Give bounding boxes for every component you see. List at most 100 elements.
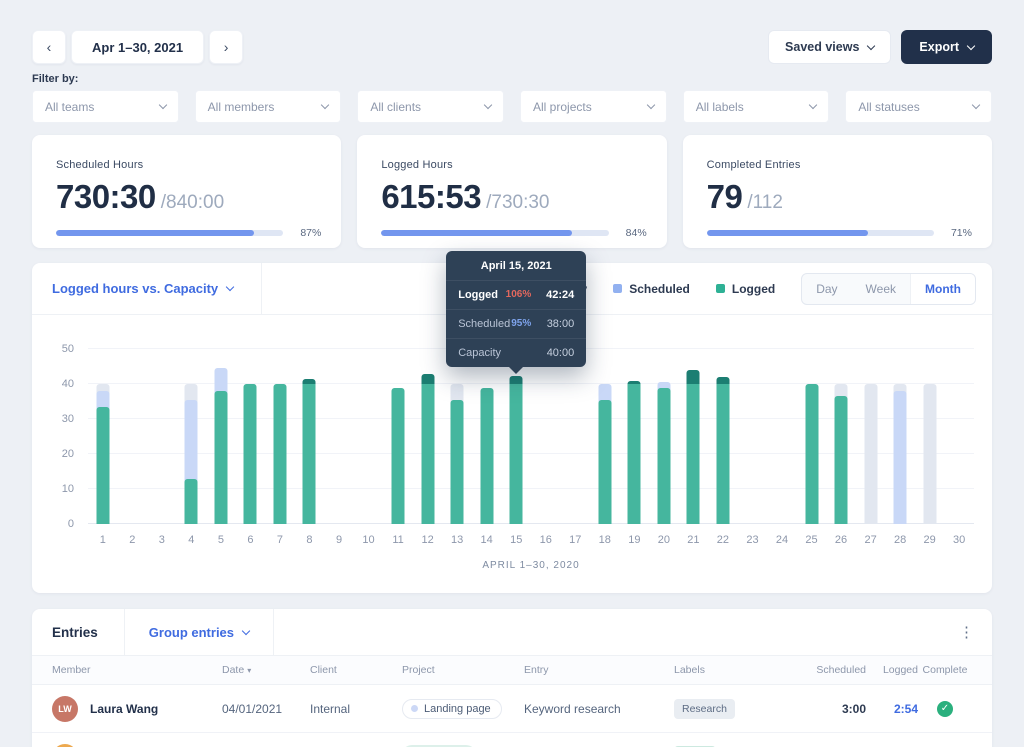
filter-dropdown-value: All projects [533,99,592,114]
toggle-day[interactable]: Day [816,281,838,296]
x-axis-label: 22 [716,534,730,546]
y-axis-label: 40 [61,378,74,390]
bar-day-27[interactable]: 27 [856,349,886,546]
logged-bar [480,387,494,524]
bar-day-16[interactable]: 16 [531,349,561,546]
logged-bar [509,384,523,524]
bar-day-13[interactable]: 13 [442,349,472,546]
prev-period-button[interactable]: ‹ [32,30,66,64]
tooltip-label: Logged [458,288,498,301]
bar-day-2[interactable]: 2 [118,349,148,546]
next-period-button[interactable]: › [209,30,244,64]
bar-day-18[interactable]: 18 [590,349,620,546]
date-range-button[interactable]: Apr 1–30, 2021 [71,30,205,64]
bar-day-8[interactable]: 8 [295,349,325,546]
bar-day-28[interactable]: 28 [885,349,915,546]
legend-swatch-icon [613,284,623,293]
x-axis-label: 14 [480,534,493,546]
x-axis-label: 20 [657,534,670,546]
logged-bar [391,387,405,524]
stats-row: Scheduled Hours 730:30/840:00 87% Logged Ho… [32,135,992,248]
sort-caret-icon: ▾ [247,666,252,675]
bar-day-19[interactable]: 19 [620,349,650,546]
chart-body: 0 10 20 30 40 50 1 2 3 4 5 6 7 8 9 10 11 12 13 14 15 16 17 18 19… [32,250,992,571]
bar-day-26[interactable]: 26 [826,349,856,546]
progress-track [381,230,609,236]
project-cell: Landing page [402,698,524,719]
stat-value-row: 79/112 [707,178,972,216]
progress-track [56,230,284,236]
table-row[interactable]: ✓ [32,733,992,747]
toggle-month[interactable]: Month [910,273,975,304]
bar-day-30[interactable]: 30 [944,349,974,546]
complete-check-icon[interactable]: ✓ [937,700,953,717]
stat-total: /730:30 [486,192,550,213]
x-axis-label: 21 [687,534,700,546]
toggle-week[interactable]: Week [865,281,897,296]
export-button[interactable]: Export [901,30,992,64]
tooltip-row-logged: Logged 106% 42:24 [446,281,587,310]
col-header-date[interactable]: Date ▾ [222,664,252,676]
logged-overtime-bar [716,377,730,384]
bar-day-11[interactable]: 11 [383,349,413,546]
entries-title: Entries [32,609,125,655]
legend-item-scheduled[interactable]: Scheduled [613,282,690,296]
bar-day-1[interactable]: 1 [88,349,118,546]
bar-day-3[interactable]: 3 [147,349,177,546]
bar-day-12[interactable]: 12 [413,349,443,546]
filter-dropdown-all-statuses[interactable]: All statuses [845,90,993,123]
gridline [88,418,974,419]
y-axis-label: 20 [61,448,74,460]
logged-bar [834,396,848,524]
chart-card: Logged hours vs. Capacity Capacity Schedu… [32,250,992,593]
filter-dropdown-all-teams[interactable]: All teams [32,90,179,123]
logged-cell: 2:54 [866,702,918,716]
filter-dropdown-all-projects[interactable]: All projects [520,90,667,123]
bar-day-10[interactable]: 10 [354,349,384,546]
scheduled-cell: 3:00 [841,701,866,716]
logged-value[interactable]: 2:54 [893,701,918,716]
gridline [88,488,974,489]
bar-day-25[interactable]: 25 [797,349,827,546]
bar-day-21[interactable]: 21 [679,349,709,546]
bar-day-7[interactable]: 7 [265,349,295,546]
tooltip-title: April 15, 2021 [446,251,587,281]
progress-percent: 87% [300,227,322,239]
kebab-menu-icon[interactable]: ⋮ [959,624,974,641]
x-axis-label: 13 [451,534,464,546]
logged-bar [716,384,730,524]
x-axis-label: 10 [362,534,375,546]
legend-item-logged[interactable]: Logged [715,282,775,296]
bar-day-20[interactable]: 20 [649,349,679,546]
filter-dropdown-all-labels[interactable]: All labels [682,90,830,123]
table-row[interactable]: LW Laura Wang 04/01/2021 Internal Landing pa… [32,685,992,733]
group-entries-button[interactable]: Group entries [125,609,275,655]
x-axis-label: 17 [569,534,582,546]
bar-day-9[interactable]: 9 [324,349,354,546]
chart-metric-select[interactable]: Logged hours vs. Capacity [32,263,263,314]
date-cell: 04/01/2021 [222,701,283,716]
bar-day-14[interactable]: 14 [472,349,502,546]
logged-bar [302,384,316,524]
bar-day-5[interactable]: 5 [206,349,236,546]
bar-day-6[interactable]: 6 [236,349,266,546]
logged-bar [96,406,110,524]
bar-day-24[interactable]: 24 [767,349,797,546]
x-axis-label: 27 [864,534,877,546]
chevron-down-icon [321,100,330,110]
bar-day-15[interactable]: 15 [501,349,531,546]
bar-day-4[interactable]: 4 [177,349,207,546]
bars-container: 1 2 3 4 5 6 7 8 9 10 11 12 13 14 15 16 17 18 19 20 21 22 23 24 2… [88,349,974,546]
filter-dropdown-all-clients[interactable]: All clients [357,90,505,123]
progress-fill [381,230,573,236]
bar-day-22[interactable]: 22 [708,349,738,546]
saved-views-button[interactable]: Saved views [768,30,892,64]
logged-bar [421,384,435,524]
bar-day-17[interactable]: 17 [561,349,591,546]
bar-day-23[interactable]: 23 [738,349,768,546]
member-cell: LW Laura Wang [52,695,222,722]
bar-day-29[interactable]: 29 [915,349,945,546]
filter-dropdown-all-members[interactable]: All members [194,90,342,123]
progress-fill [56,230,254,236]
progress-percent: 71% [950,227,972,239]
